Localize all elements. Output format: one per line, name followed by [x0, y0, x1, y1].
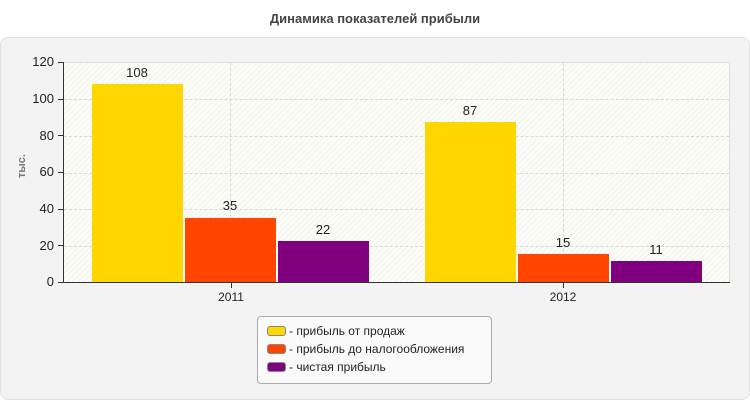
y-tick-label: 40: [39, 201, 54, 216]
x-tick: [231, 283, 232, 288]
y-tick-label: 60: [39, 164, 54, 179]
bar-2011-net-profit: [278, 241, 369, 282]
gridline-80: [64, 136, 729, 137]
bar-value-label: 87: [462, 103, 478, 118]
x-tick-label: 2012: [549, 290, 577, 304]
x-axis-line: [63, 282, 730, 283]
y-tick: [58, 245, 63, 246]
legend-label: - прибыль от продаж: [289, 324, 405, 338]
y-tick: [58, 172, 63, 173]
x-tick: [563, 283, 564, 288]
chart-legend: - прибыль от продаж - прибыль до налогоо…: [257, 316, 492, 384]
y-tick-label: 20: [39, 238, 54, 253]
y-tick-label: 100: [32, 91, 54, 106]
legend-item-sales-profit[interactable]: - прибыль от продаж: [267, 322, 491, 340]
bar-value-label: 35: [222, 198, 238, 213]
y-tick-label: 120: [32, 54, 54, 69]
legend-item-net-profit[interactable]: - чистая прибыль: [267, 358, 491, 376]
bar-2012-sales-profit: [425, 122, 516, 282]
y-tick-label: 80: [39, 128, 54, 143]
legend-swatch-icon: [267, 344, 286, 354]
y-tick: [58, 62, 63, 63]
gridline-2012: [563, 63, 564, 282]
gridline-20: [64, 246, 729, 247]
bar-2011-sales-profit: [92, 84, 183, 282]
bar-value-label: 108: [126, 65, 148, 80]
bar-value-label: 22: [315, 222, 331, 237]
y-axis-line: [63, 62, 64, 282]
legend-label: - чистая прибыль: [289, 360, 386, 374]
y-tick: [58, 209, 63, 210]
gridline-60: [64, 173, 729, 174]
legend-label: - прибыль до налогообложения: [289, 342, 465, 356]
bar-2011-pretax-profit: [185, 218, 276, 282]
chart-title: Динамика показателей прибыли: [269, 11, 481, 26]
legend-swatch-icon: [267, 326, 286, 336]
x-tick-label: 2011: [218, 290, 244, 304]
gridline-100: [64, 99, 729, 100]
bar-value-label: 11: [649, 242, 663, 257]
gridline-2011: [230, 63, 231, 282]
y-tick: [58, 282, 63, 283]
legend-item-pretax-profit[interactable]: - прибыль до налогообложения: [267, 340, 491, 358]
y-tick: [58, 135, 63, 136]
gridline-40: [64, 209, 729, 210]
y-tick: [58, 99, 63, 100]
y-tick-label: 0: [46, 274, 54, 289]
legend-swatch-icon: [267, 362, 286, 372]
bar-2012-net-profit: [611, 261, 702, 282]
bar-value-label: 15: [555, 235, 571, 250]
bar-2012-pretax-profit: [518, 254, 609, 282]
